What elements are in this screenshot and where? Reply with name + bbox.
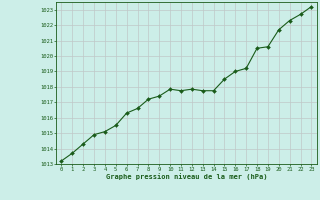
X-axis label: Graphe pression niveau de la mer (hPa): Graphe pression niveau de la mer (hPa) (106, 173, 267, 180)
